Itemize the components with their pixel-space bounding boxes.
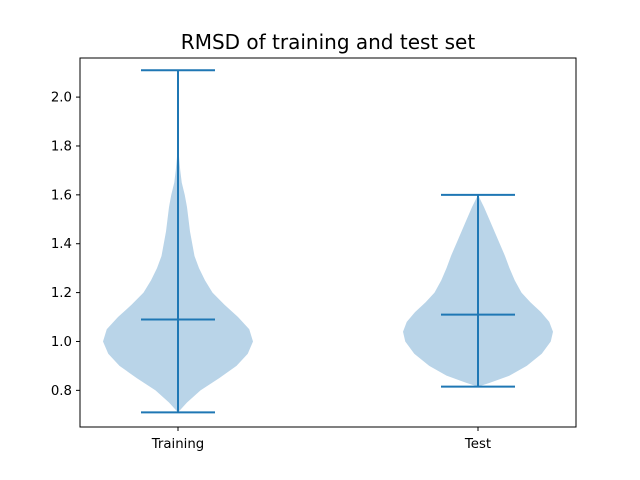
x-tick-label: Training	[151, 437, 204, 452]
x-axis: Training Test	[151, 427, 491, 452]
y-tick-label: 1.8	[51, 139, 72, 154]
y-tick-label: 0.8	[51, 384, 72, 399]
y-tick-label: 1.0	[51, 335, 72, 350]
y-tick-label: 1.2	[51, 286, 72, 301]
plot-frame	[79, 57, 577, 428]
y-axis: 0.8 1.0 1.2 1.4 1.6 1.8 2.0	[51, 91, 80, 399]
y-tick-label: 1.6	[51, 188, 72, 203]
y-tick-label: 1.4	[51, 237, 72, 252]
chart-title: RMSD of training and test set	[181, 30, 476, 54]
violins-layer	[103, 69, 553, 414]
y-tick-label: 2.0	[51, 91, 72, 106]
x-tick-label: Test	[464, 437, 491, 452]
